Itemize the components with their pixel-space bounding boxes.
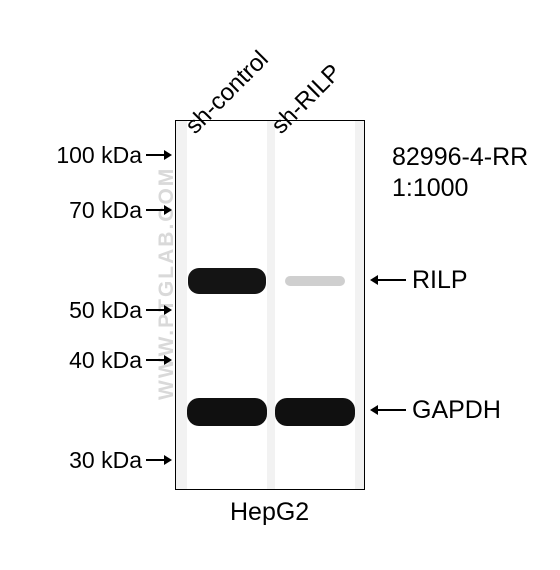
antibody-dilution: 1:1000 <box>392 174 468 202</box>
mw-label-4: 30 kDa <box>69 447 142 474</box>
gapdh-band-lane-0 <box>187 398 267 426</box>
western-blot-figure: WWW.PTGLAB.COM sh-controlsh-RILP 100 kDa… <box>0 0 560 570</box>
lane-bg-1 <box>275 121 355 489</box>
band-label-0: RILP <box>412 266 468 295</box>
rilp-band-lane-0 <box>188 268 266 294</box>
band-arrow-0 <box>370 273 406 287</box>
mw-label-3: 40 kDa <box>69 347 142 374</box>
mw-arrow-3 <box>146 353 172 367</box>
band-label-1: GAPDH <box>412 396 501 425</box>
mw-arrow-2 <box>146 303 172 317</box>
mw-label-1: 70 kDa <box>69 197 142 224</box>
mw-label-0: 100 kDa <box>56 142 142 169</box>
rilp-band-lane-1 <box>285 276 345 286</box>
lane-bg-0 <box>187 121 267 489</box>
antibody-id: 82996-4-RR <box>392 143 528 171</box>
mw-arrow-4 <box>146 453 172 467</box>
mw-arrow-0 <box>146 148 172 162</box>
cell-line-label: HepG2 <box>230 498 309 527</box>
mw-label-2: 50 kDa <box>69 297 142 324</box>
gapdh-band-lane-1 <box>275 398 355 426</box>
mw-arrow-1 <box>146 203 172 217</box>
antibody-info: 82996-4-RR 1:1000 <box>392 142 528 205</box>
band-arrow-1 <box>370 403 406 417</box>
